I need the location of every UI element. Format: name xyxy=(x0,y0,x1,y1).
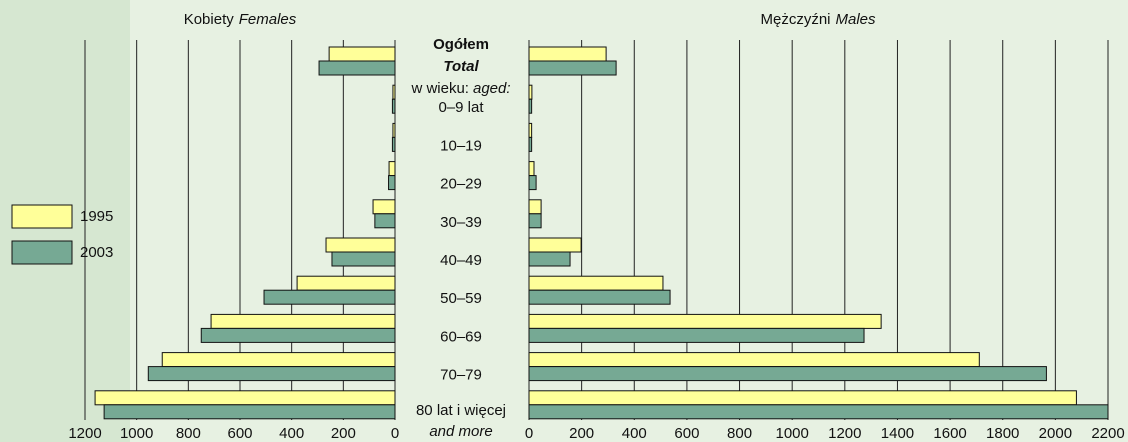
x-tick-label: 1800 xyxy=(986,425,1019,442)
title-pl: Mężczyźni xyxy=(760,11,830,28)
category-label: 50–59 xyxy=(440,290,482,307)
x-tick-label: 600 xyxy=(227,425,252,442)
bar xyxy=(372,199,396,215)
category-label: 0–9 lat xyxy=(438,99,484,116)
bar xyxy=(528,199,542,215)
bar xyxy=(296,275,396,291)
category-label: 70–79 xyxy=(440,367,482,384)
x-tick-label: 1600 xyxy=(933,425,966,442)
bar xyxy=(528,237,582,253)
bar xyxy=(528,352,980,368)
title-en: Males xyxy=(836,11,877,28)
bar xyxy=(528,366,1047,382)
title-en: Females xyxy=(239,11,297,28)
bar xyxy=(325,237,396,253)
legend-label: 2003 xyxy=(80,244,113,261)
category-label: Ogółem xyxy=(433,36,489,53)
x-tick-label: 2200 xyxy=(1091,425,1124,442)
x-tick-label: 1200 xyxy=(828,425,861,442)
category-label-en: and more xyxy=(429,423,492,440)
category-label: 60–69 xyxy=(440,328,482,345)
category-header: w wieku: aged: xyxy=(410,80,510,97)
bar xyxy=(528,60,617,76)
bar xyxy=(328,46,396,62)
x-tick-label: 600 xyxy=(674,425,699,442)
category-label: 10–19 xyxy=(440,137,482,154)
legend-swatch xyxy=(11,204,73,229)
bar xyxy=(528,289,671,305)
bar xyxy=(161,352,396,368)
header-en: aged: xyxy=(473,80,511,97)
panel-title: Kobiety Females xyxy=(184,11,297,28)
bar xyxy=(392,84,396,100)
x-tick-label: 200 xyxy=(569,425,594,442)
category-label: 20–29 xyxy=(440,176,482,193)
bar xyxy=(528,122,533,138)
category-label-en: Total xyxy=(443,58,479,75)
legend-swatch xyxy=(11,240,73,265)
x-tick-label: 0 xyxy=(391,425,399,442)
category-label: 40–49 xyxy=(440,252,482,269)
bar xyxy=(528,390,1077,406)
bar xyxy=(528,275,664,291)
bar xyxy=(147,366,396,382)
x-tick-label: 1000 xyxy=(775,425,808,442)
x-tick-label: 200 xyxy=(331,425,356,442)
x-tick-label: 400 xyxy=(279,425,304,442)
x-tick-label: 1000 xyxy=(120,425,153,442)
bar xyxy=(528,84,533,100)
x-tick-label: 1200 xyxy=(68,425,101,442)
x-tick-label: 2000 xyxy=(1039,425,1072,442)
bar xyxy=(210,313,396,329)
bar xyxy=(318,60,396,76)
bar xyxy=(263,289,396,305)
bar xyxy=(391,98,396,114)
x-tick-label: 400 xyxy=(622,425,647,442)
bar xyxy=(331,251,396,267)
bar xyxy=(391,136,396,152)
bar xyxy=(94,390,396,406)
category-label: 30–39 xyxy=(440,214,482,231)
bar xyxy=(528,46,607,62)
bar xyxy=(388,175,396,191)
x-tick-label: 1400 xyxy=(881,425,914,442)
title-pl: Kobiety xyxy=(184,11,235,28)
x-tick-label: 800 xyxy=(727,425,752,442)
bar xyxy=(103,404,396,420)
bar xyxy=(388,161,396,177)
bar xyxy=(528,313,882,329)
x-tick-label: 0 xyxy=(525,425,533,442)
legend-label: 1995 xyxy=(80,208,113,225)
bar xyxy=(200,327,396,343)
bar xyxy=(528,404,1109,420)
bar xyxy=(528,175,537,191)
bar xyxy=(528,161,535,177)
bar xyxy=(528,136,533,152)
bar xyxy=(528,213,542,229)
bar xyxy=(528,98,533,114)
bar xyxy=(528,327,865,343)
bar xyxy=(374,213,396,229)
bar xyxy=(392,122,396,138)
panel-title: Mężczyźni Males xyxy=(760,11,876,28)
x-tick-label: 800 xyxy=(176,425,201,442)
category-label: 80 lat i więcej xyxy=(416,402,506,419)
header-pl: w wieku: xyxy=(410,80,469,97)
bar xyxy=(528,251,571,267)
